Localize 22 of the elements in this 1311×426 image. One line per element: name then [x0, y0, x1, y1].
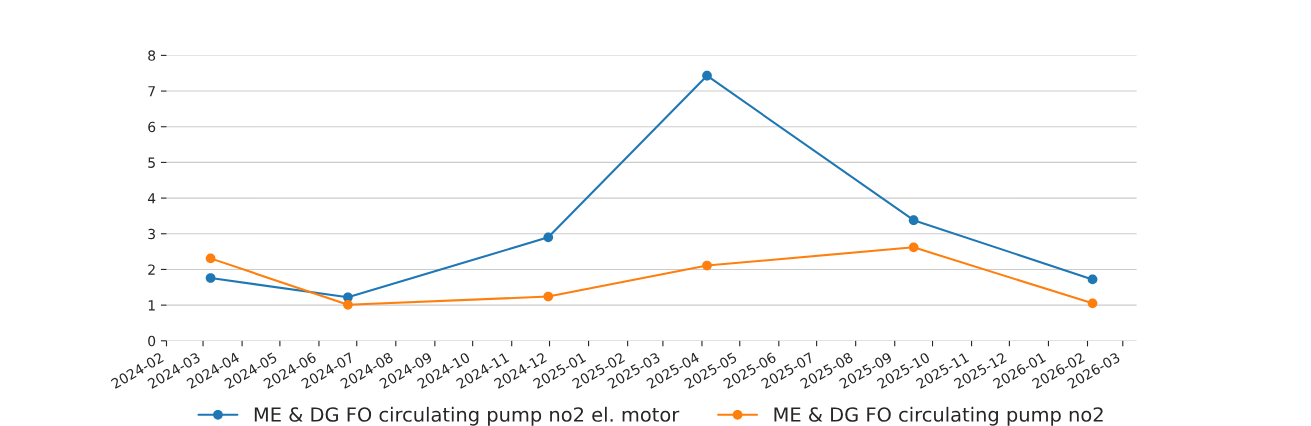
point [908, 215, 919, 226]
y-tick-label: 3 [148, 228, 155, 240]
y-tick-label: 0 [148, 335, 156, 347]
point [205, 273, 216, 283]
y-tick-label: 5 [148, 157, 155, 168]
point [205, 253, 216, 264]
legend-label: ME & DG FO circulating pump no2 [774, 406, 1103, 426]
y-tick-label: 8 [148, 50, 156, 61]
y-tick-label: 7 [148, 86, 155, 97]
y-tick-label: 2 [148, 264, 155, 275]
y-tick-label: 6 [148, 121, 156, 133]
point [702, 70, 712, 81]
y-tick-label: 4 [147, 193, 156, 204]
point [343, 299, 353, 310]
point [543, 232, 554, 243]
point [1087, 298, 1098, 309]
point [702, 260, 712, 271]
point [543, 291, 554, 302]
y-tick-label: 1 [148, 300, 155, 311]
point [1087, 274, 1098, 285]
point [908, 242, 919, 253]
legend-label: ME & DG FO circulating pump no2 el. motor [254, 406, 680, 426]
